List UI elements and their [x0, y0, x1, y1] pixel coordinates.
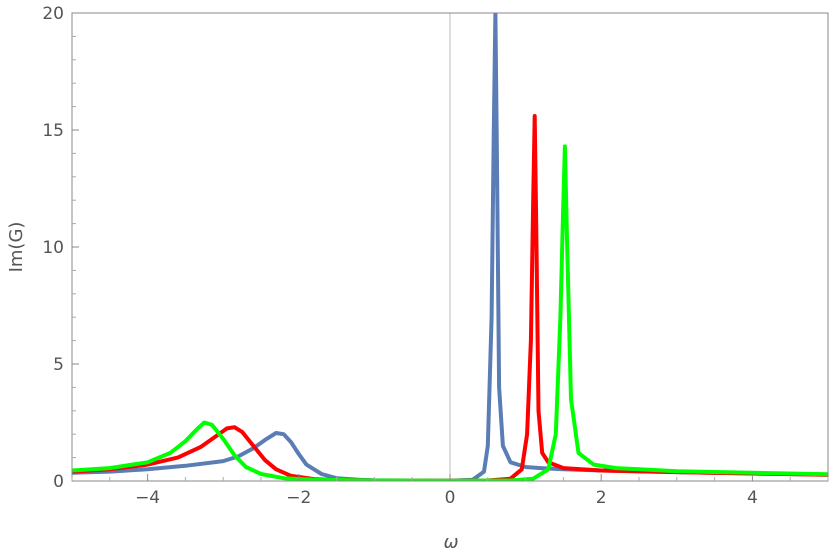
- y-axis-ticks: 0 5 10 15 20: [42, 4, 79, 492]
- x-tick-label: 0: [445, 488, 456, 508]
- x-axis-ticks: −4 −2 0 2 4: [71, 474, 829, 508]
- y-tick-label: 10: [42, 238, 64, 258]
- x-axis-title: ω: [443, 532, 458, 553]
- y-tick-label: 5: [53, 355, 64, 375]
- y-tick-label: 20: [42, 4, 64, 24]
- x-tick-label: −4: [135, 488, 160, 508]
- x-tick-label: 2: [596, 488, 607, 508]
- y-tick-label: 15: [42, 121, 64, 141]
- x-tick-label: 4: [747, 488, 758, 508]
- x-tick-label: −2: [286, 488, 311, 508]
- y-axis-title: Im(G): [6, 222, 27, 273]
- y-tick-label: 0: [53, 472, 64, 492]
